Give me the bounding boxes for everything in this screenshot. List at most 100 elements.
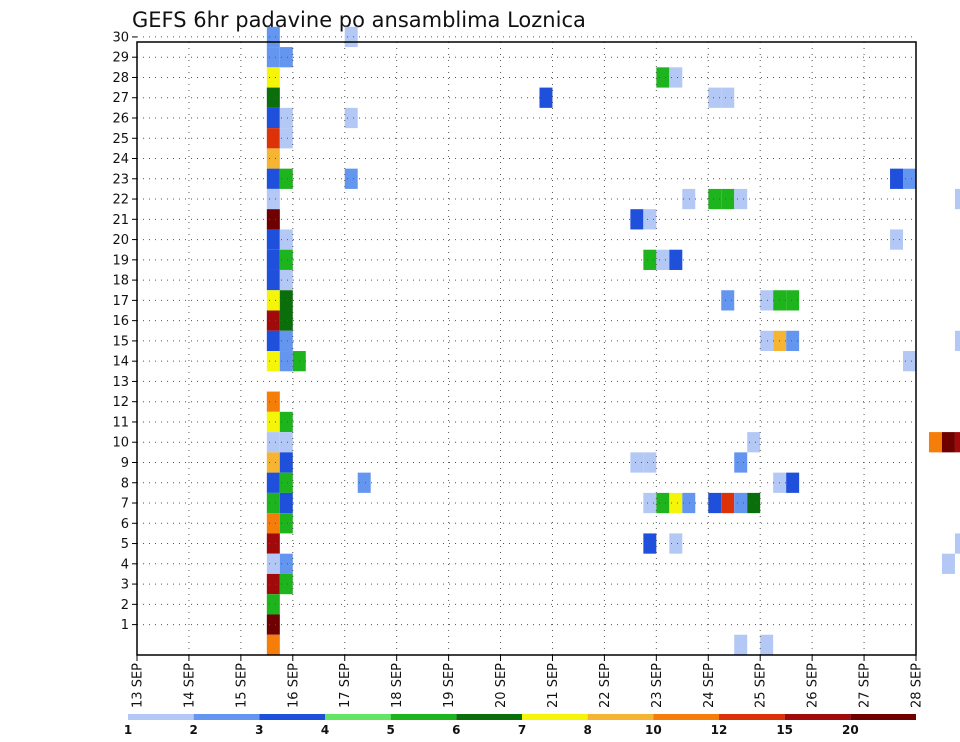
heatmap-cell bbox=[669, 533, 683, 554]
heatmap-cell bbox=[266, 87, 280, 108]
heatmap-cell bbox=[279, 249, 293, 270]
heatmap-cell bbox=[747, 432, 761, 453]
heatmap-cell bbox=[890, 229, 904, 250]
y-tick-label: 7 bbox=[121, 497, 129, 512]
y-tick-label: 23 bbox=[112, 172, 129, 187]
heatmap-cells bbox=[266, 26, 960, 655]
heatmap-cell bbox=[279, 128, 293, 149]
heatmap-cell bbox=[669, 67, 683, 88]
heatmap-cell bbox=[266, 472, 280, 493]
y-tick-label: 21 bbox=[112, 213, 129, 228]
y-tick-label: 9 bbox=[121, 456, 129, 471]
heatmap-cell bbox=[279, 432, 293, 453]
y-tick-label: 16 bbox=[112, 314, 129, 329]
heatmap-cell bbox=[266, 269, 280, 291]
y-tick-label: 17 bbox=[112, 294, 129, 309]
heatmap-cell bbox=[630, 452, 644, 473]
heatmap-cell bbox=[279, 229, 293, 250]
heatmap-cell bbox=[266, 634, 280, 655]
heatmap-cell bbox=[266, 67, 280, 88]
colorbar-label: 2 bbox=[189, 723, 197, 737]
heatmap-cell bbox=[266, 432, 280, 453]
y-tick-label: 11 bbox=[112, 415, 129, 430]
heatmap-cell bbox=[941, 432, 955, 453]
heatmap-cell bbox=[279, 513, 293, 534]
y-tick-label: 8 bbox=[121, 476, 129, 491]
heatmap-cell bbox=[903, 351, 916, 372]
heatmap-cell bbox=[279, 351, 293, 372]
y-tick-label: 19 bbox=[112, 253, 129, 268]
x-tick-label: 13 SEP bbox=[131, 663, 146, 708]
heatmap-cell bbox=[760, 634, 774, 655]
x-tick-label: 14 SEP bbox=[182, 663, 197, 708]
x-tick-label: 17 SEP bbox=[338, 663, 353, 708]
heatmap-cell bbox=[266, 188, 280, 210]
x-tick-label: 25 SEP bbox=[754, 663, 769, 708]
heatmap-cell bbox=[266, 614, 280, 635]
colorbar: 1 2 3 4 5 6 7 8 10 12 15 20 bbox=[124, 714, 916, 737]
colorbar-label: 4 bbox=[321, 723, 329, 737]
heatmap-cell bbox=[954, 330, 960, 352]
y-tick-label: 24 bbox=[112, 152, 129, 167]
heatmap-cell bbox=[643, 209, 657, 230]
plot-frame bbox=[136, 41, 917, 656]
y-tick-label: 5 bbox=[121, 537, 129, 552]
heatmap-cell bbox=[721, 290, 735, 311]
heatmap-cell bbox=[954, 188, 960, 210]
colorbar-segment bbox=[784, 714, 851, 720]
heatmap-cell bbox=[734, 634, 748, 655]
heatmap-cell bbox=[279, 573, 293, 595]
colorbar-segment bbox=[259, 714, 325, 720]
colorbar-segment bbox=[390, 714, 457, 720]
heatmap-cell bbox=[890, 168, 904, 189]
heatmap-cell bbox=[708, 188, 722, 210]
heatmap-cell bbox=[266, 533, 280, 554]
heatmap-cell bbox=[760, 330, 774, 352]
heatmap-cell bbox=[941, 553, 955, 574]
heatmap-cell bbox=[266, 148, 280, 169]
heatmap-cell bbox=[279, 452, 293, 473]
x-tick-label: 24 SEP bbox=[702, 663, 717, 708]
heatmap-cell bbox=[266, 391, 280, 412]
y-tick-label: 4 bbox=[121, 557, 129, 572]
heatmap-cell bbox=[344, 107, 358, 129]
heatmap-cell bbox=[747, 492, 761, 514]
heatmap-cell bbox=[266, 452, 280, 473]
heatmap-cell bbox=[266, 249, 280, 270]
x-tick-label: 18 SEP bbox=[390, 663, 405, 708]
heatmap-cell bbox=[266, 168, 280, 189]
heatmap-cell bbox=[266, 351, 280, 372]
x-tick-label: 26 SEP bbox=[806, 663, 821, 708]
heatmap-cell bbox=[279, 310, 293, 331]
heatmap-cell bbox=[266, 573, 280, 595]
colorbar-label: 7 bbox=[518, 723, 526, 737]
heatmap-cell bbox=[643, 492, 657, 514]
y-tick-label: 15 bbox=[112, 334, 129, 349]
x-tick-label: 15 SEP bbox=[234, 663, 249, 708]
heatmap-cell bbox=[734, 492, 748, 514]
chart-title: GEFS 6hr padavine po ansamblima Loznica bbox=[132, 8, 586, 32]
heatmap-cell bbox=[721, 188, 735, 210]
heatmap-cell bbox=[279, 472, 293, 493]
y-tick-label: 29 bbox=[112, 51, 129, 66]
heatmap-cell bbox=[279, 553, 293, 574]
colorbar-label: 3 bbox=[255, 723, 263, 737]
y-tick-label: 25 bbox=[112, 132, 129, 147]
heatmap-cell bbox=[266, 26, 280, 48]
heatmap-cell bbox=[266, 513, 280, 534]
heatmap-cell bbox=[266, 229, 280, 250]
y-tick-label: 20 bbox=[112, 233, 129, 248]
heatmap-cell bbox=[669, 492, 683, 514]
colorbar-segment bbox=[653, 714, 719, 720]
heatmap-cell bbox=[279, 168, 293, 189]
heatmap-cell bbox=[656, 67, 670, 88]
heatmap-cell bbox=[643, 533, 657, 554]
heatmap-cell bbox=[708, 87, 722, 108]
y-tick-label: 2 bbox=[121, 598, 129, 613]
colorbar-segment bbox=[850, 714, 916, 720]
heatmap-cell bbox=[630, 209, 644, 230]
colorbar-segment bbox=[325, 714, 391, 720]
heatmap-cell bbox=[279, 47, 293, 68]
colorbar-segment bbox=[587, 714, 654, 720]
